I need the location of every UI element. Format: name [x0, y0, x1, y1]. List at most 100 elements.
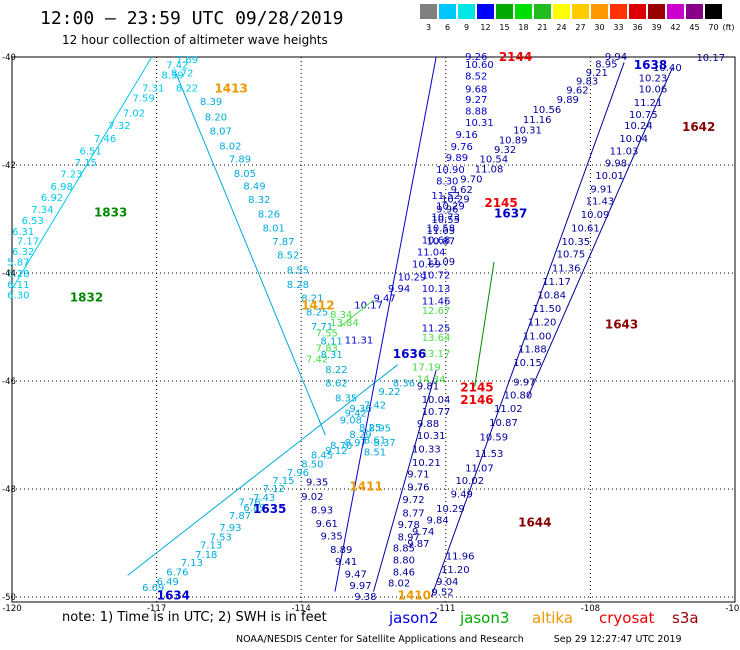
wave-height-label: 11.04 [417, 247, 446, 258]
wave-height-label: 10.58 [427, 224, 456, 235]
wave-height-label: 9.72 [402, 495, 424, 506]
wave-height-label: 9.27 [465, 95, 487, 106]
color-scale-swatch [686, 4, 703, 19]
pass-id-label: 1832 [70, 290, 103, 304]
wave-height-label: 7.59 [133, 94, 155, 105]
wave-height-label: 11.07 [465, 463, 494, 474]
wave-height-label: 9.47 [374, 293, 396, 304]
wave-height-label: 10.09 [581, 210, 610, 221]
wave-height-label: 8.93 [311, 506, 333, 517]
wave-height-label: 9.35 [306, 478, 328, 489]
wave-height-label: 7.55 [316, 328, 338, 339]
wave-height-label: 6.11 [7, 280, 29, 291]
wave-height-label: 7.15 [75, 158, 97, 169]
color-scale-swatch [591, 4, 608, 19]
wave-height-label: 8.39 [161, 70, 183, 81]
wave-height-label: 6.92 [41, 193, 63, 204]
wave-height-label: 6.51 [79, 147, 101, 158]
wave-height-label: 12.67 [422, 306, 451, 317]
wave-height-label: 8.21 [301, 293, 323, 304]
wave-height-label: 8.31 [320, 350, 342, 361]
wave-height-label: 7.53 [210, 533, 232, 544]
satellite-tracks: 7.697.428.728.397.31 8.227.597.027.327.46… [7, 52, 725, 603]
wave-height-label: 11.16 [523, 115, 552, 126]
wave-height-label: 11.03 [427, 226, 456, 237]
wave-height-label: 8.70 [330, 441, 352, 452]
wave-height-label: 10.04 [422, 395, 451, 406]
lat-tick-label: -46 [2, 377, 16, 387]
legend-item-altika: altika [532, 609, 574, 627]
wave-height-label: 10.75 [557, 250, 586, 261]
wave-height-label: 8.52 [465, 71, 487, 82]
wave-height-label: 8.97 [345, 438, 367, 449]
wave-height-label: 13.17 [422, 349, 451, 360]
wave-height-label: 8.49 [243, 182, 265, 193]
color-scale-swatch [553, 4, 570, 19]
wave-height-label: 11.09 [427, 257, 456, 268]
wave-height-label: 6.31 [12, 227, 34, 238]
color-scale-label: 42 [670, 23, 681, 32]
wave-height-label: 8.02 [219, 142, 241, 153]
wave-height-label: 10.61 [571, 224, 600, 235]
wave-height-label: 9.97 [513, 378, 535, 389]
wave-height-label: 9.74 [412, 527, 434, 538]
wave-height-label: 11.03 [610, 147, 639, 158]
wave-height-label: 11.20 [441, 565, 470, 576]
wave-height-label: 9.76 [451, 142, 473, 153]
track-line [373, 370, 437, 592]
wave-height-label: 10.29 [398, 272, 427, 283]
wave-height-label: 8.25 [359, 423, 381, 434]
wave-height-label: 6.89 [243, 503, 265, 514]
wave-height-label: 10.17 [354, 300, 383, 311]
wave-height-label: 11.31 [345, 336, 374, 347]
wave-height-label: 7.43 [253, 493, 275, 504]
map-grid [11, 56, 736, 602]
wave-height-label: 7.87 [272, 237, 294, 248]
wave-height-label: 8.61 [364, 435, 386, 446]
wave-height-label: 7.46 [94, 134, 116, 145]
wave-height-label: 8.95 [369, 424, 391, 435]
lat-tick-label: -50 [2, 593, 16, 603]
wave-height-label: 8.02 [388, 579, 410, 590]
wave-height-label: 10.55 [431, 215, 460, 226]
track-line [527, 67, 673, 398]
wave-height-label: 10.02 [455, 476, 484, 487]
wave-height-label: 11.08 [475, 164, 504, 175]
wave-height-label: 9.61 [316, 519, 338, 530]
wave-height-label: 6.53 [22, 216, 44, 227]
map-subtitle: 12 hour collection of altimeter wave hei… [62, 33, 328, 47]
wave-height-label: 13.84 [330, 318, 359, 329]
wave-height-label: 10.31 [417, 431, 446, 442]
wave-height-label: 11.46 [422, 297, 451, 308]
map-title: 12:00 – 23:59 UTC 09/28/2019 [40, 8, 344, 29]
pass-id-label: 1833 [94, 206, 127, 220]
wave-height-label: 6.30 [7, 291, 29, 302]
wave-height-label: 7.12 [263, 484, 285, 495]
wave-height-label: 7.18 [195, 550, 217, 561]
wave-height-label: 11.02 [494, 404, 523, 415]
wave-height-label: 10.69 [412, 259, 441, 270]
pass-id-label: 1643 [605, 317, 638, 331]
wave-height-label: 10.31 [465, 118, 494, 129]
color-scale-swatch [667, 4, 684, 19]
lat-tick-label: -42 [2, 161, 16, 171]
wave-height-label: 10.29 [436, 504, 465, 515]
wave-height-label: 10.15 [513, 358, 542, 369]
legend-item-jason2: jason2 [389, 609, 439, 627]
wave-height-label: 8.88 [465, 107, 487, 118]
wave-height-label: 6.76 [166, 568, 188, 579]
wave-height-label: 9.91 [590, 184, 612, 195]
color-scale-swatch [648, 4, 665, 19]
wave-height-label: 9.71 [407, 469, 429, 480]
wave-height-label: 10.84 [537, 291, 566, 302]
color-scale-label: 24 [556, 23, 567, 32]
wave-height-label: 7.89 [229, 155, 251, 166]
pass-id-label: 1634 [157, 588, 190, 602]
color-scale-swatch [420, 4, 437, 19]
wave-height-label: 7.83 [316, 344, 338, 355]
wave-height-label: 9.68 [465, 84, 487, 95]
wave-height-label: 11.96 [446, 552, 475, 563]
color-scale-swatch [496, 4, 513, 19]
wave-height-label: 8.55 [287, 265, 309, 276]
color-scale-label: 3 [425, 23, 432, 32]
